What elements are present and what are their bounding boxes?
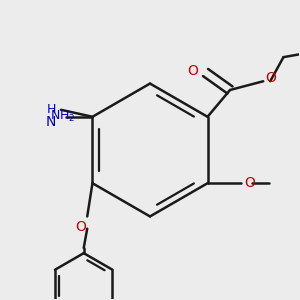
Text: $\mathregular{NH_2}$: $\mathregular{NH_2}$ <box>50 109 76 124</box>
Text: N: N <box>45 115 56 129</box>
Text: O: O <box>265 71 276 85</box>
Text: H: H <box>46 103 56 116</box>
Text: O: O <box>188 64 199 78</box>
Text: O: O <box>75 220 86 234</box>
Text: O: O <box>244 176 255 190</box>
